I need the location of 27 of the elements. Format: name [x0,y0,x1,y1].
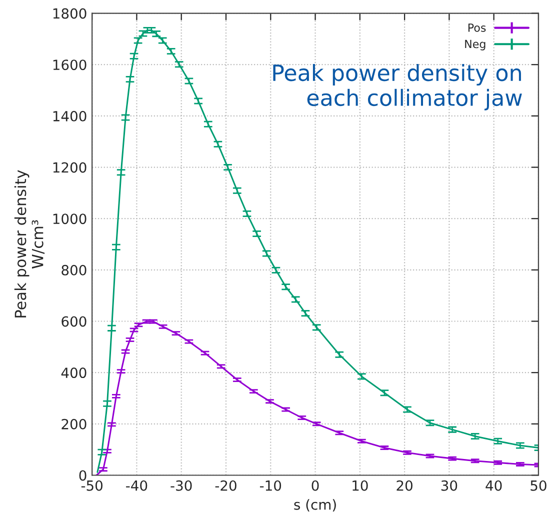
x-tick-label: 30 [441,480,458,491]
x-tick-label: -40 [126,480,148,491]
y-tick-label: 1400 [53,110,86,122]
y-tick-label: 400 [61,368,86,378]
y-tick-label: 0 [79,470,86,481]
x-tick-label: 10 [352,480,368,491]
x-tick-label: -10 [260,480,282,491]
x-tick-label: 0 [312,480,319,491]
x-tick-label: 40 [486,480,502,491]
y-tick-label: 200 [62,418,86,430]
y-tick-label: 1600 [53,60,86,70]
x-tick-label: -50 [81,480,102,491]
x-tick-label: 20 [396,480,412,491]
legend-label: Pos [468,24,486,32]
x-tick-label: -20 [215,480,236,491]
y-tick-label: 1800 [53,8,86,19]
y-tick-label: 1200 [53,162,86,173]
y-tick-label: 800 [62,264,86,276]
y-tick-label: 600 [62,316,86,327]
line-series [96,320,538,476]
x-tick-label: 50 [530,480,546,491]
legend-label: Neg [465,40,486,50]
y-tick-label: 1000 [53,214,86,224]
y-axis-title: Peak power density W/cm³ [14,170,45,318]
x-tick-label: -30 [170,480,192,491]
annotation: Peak power density on each collimator jaw [273,64,522,110]
x-axis-title: s (cm) [294,499,336,512]
